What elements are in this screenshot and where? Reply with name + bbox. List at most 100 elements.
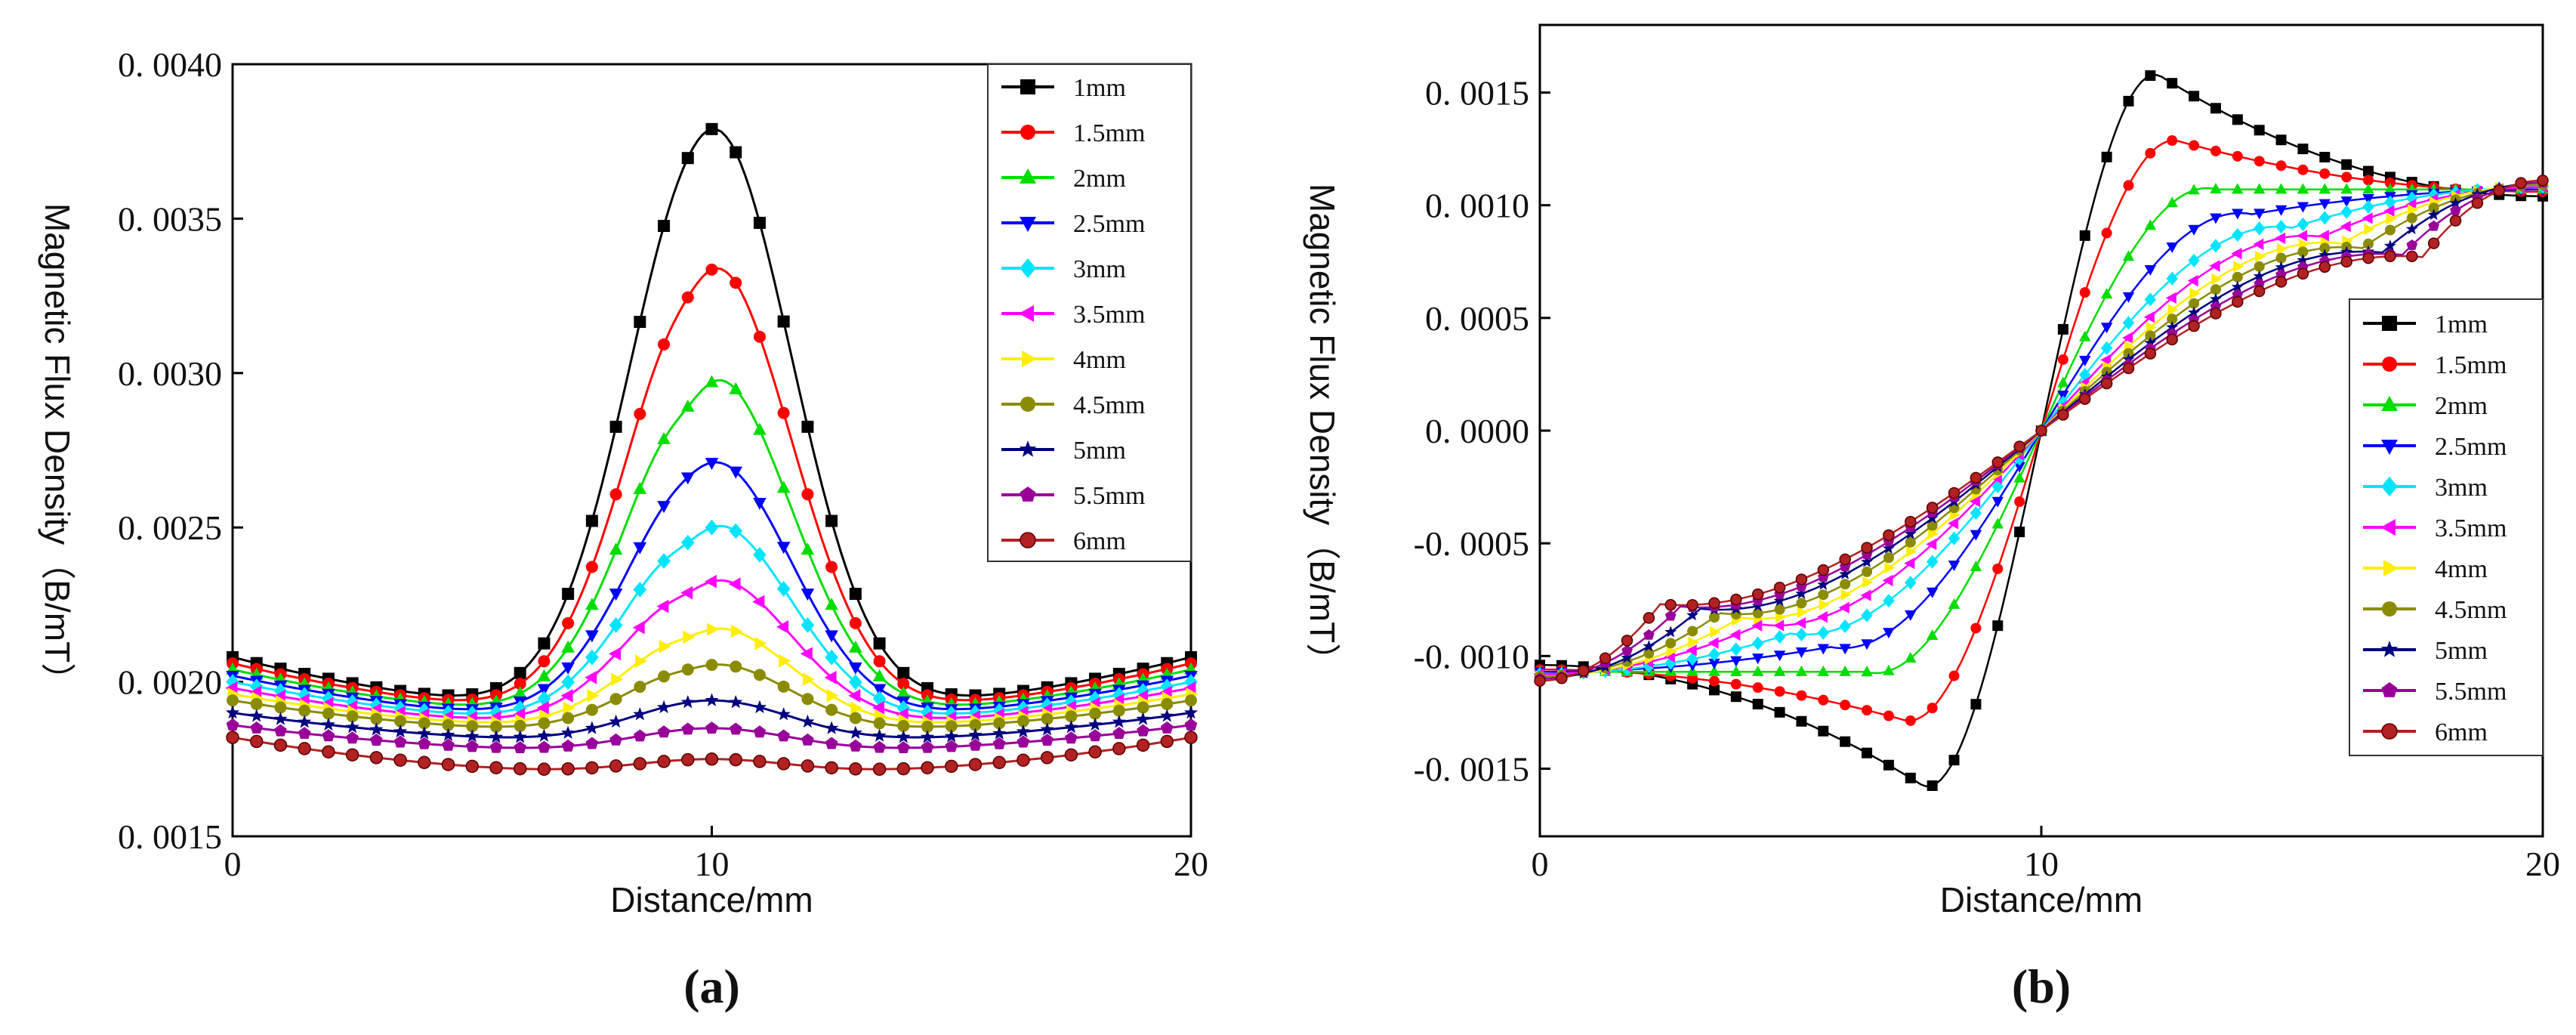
- data-point: [1643, 612, 1655, 624]
- data-point: [753, 725, 767, 738]
- data-point: [1729, 629, 1741, 641]
- data-point: [298, 704, 311, 717]
- data-point: [2383, 239, 2396, 252]
- data-point: [776, 757, 791, 771]
- data-point: [921, 740, 934, 753]
- data-point: [681, 291, 694, 304]
- data-point: [2254, 125, 2265, 136]
- data-point: [1948, 670, 1960, 681]
- legend-label: 2mm: [2435, 392, 2488, 420]
- legend-label: 1mm: [1073, 74, 1126, 102]
- data-point: [1160, 734, 1174, 749]
- data-point: [1751, 665, 1764, 676]
- data-point: [1969, 495, 1980, 508]
- data-point: [2340, 255, 2352, 268]
- data-point: [1861, 555, 1873, 567]
- data-point: [1065, 710, 1078, 723]
- data-point: [561, 739, 575, 752]
- data-point: [2384, 183, 2396, 194]
- data-point: [968, 758, 983, 771]
- data-point: [1839, 553, 1851, 566]
- data-point: [2362, 252, 2374, 264]
- data-point: [2166, 242, 2178, 253]
- legend-label: 5mm: [2435, 637, 2488, 665]
- data-point: [1686, 609, 1699, 621]
- data-point: [2210, 239, 2222, 253]
- data-point: [562, 616, 575, 629]
- data-point: [2210, 213, 2222, 224]
- data-point: [1861, 608, 1873, 623]
- legend-marker: [1019, 440, 1037, 457]
- data-point: [2275, 183, 2288, 194]
- data-point: [1906, 545, 1917, 558]
- data-point: [2166, 271, 2178, 286]
- data-point: [609, 542, 623, 555]
- data-point: [585, 649, 599, 666]
- data-point: [776, 581, 791, 597]
- legend-marker: [2381, 682, 2398, 697]
- data-point: [1137, 724, 1149, 737]
- data-point: [585, 761, 599, 775]
- legend-marker: [2381, 723, 2398, 740]
- data-point: [2408, 204, 2419, 216]
- data-point: [2013, 471, 2025, 483]
- data-point: [2014, 496, 2025, 508]
- data-point: [848, 689, 861, 703]
- legend-label: 6mm: [1073, 527, 1126, 555]
- data-point: [1621, 644, 1633, 656]
- data-point: [849, 588, 862, 601]
- legend-label: 5.5mm: [2435, 678, 2507, 706]
- data-point: [2122, 332, 2133, 344]
- data-point: [441, 758, 455, 771]
- data-point: [2187, 274, 2198, 287]
- data-point: [1795, 573, 1808, 585]
- data-point: [1773, 650, 1786, 662]
- data-point: [992, 737, 1006, 749]
- data-point: [1016, 724, 1031, 738]
- legend-label: 5mm: [1073, 437, 1126, 465]
- data-point: [466, 720, 479, 733]
- data-point: [1664, 598, 1677, 611]
- data-point: [369, 722, 384, 736]
- data-point: [633, 542, 647, 555]
- data-point: [2253, 209, 2266, 220]
- data-point: [705, 721, 718, 734]
- data-point: [1686, 652, 1698, 666]
- data-point: [465, 729, 480, 743]
- data-point: [634, 681, 646, 694]
- y-tick-label: -0. 0015: [1414, 750, 1529, 789]
- data-point: [1928, 527, 1939, 540]
- data-point: [2362, 212, 2373, 224]
- data-point: [1797, 606, 1808, 619]
- y-tick-label: 0. 0035: [118, 199, 222, 238]
- data-point: [872, 701, 884, 715]
- data-point: [1184, 718, 1198, 731]
- data-point: [1839, 619, 1851, 634]
- data-point: [2318, 249, 2331, 261]
- data-point: [1839, 644, 1851, 655]
- y-tick-label: 0. 0040: [118, 45, 222, 84]
- data-point: [2449, 215, 2462, 227]
- data-point: [632, 620, 645, 635]
- data-point: [2188, 306, 2201, 318]
- data-point: [2275, 261, 2288, 273]
- data-point: [1948, 531, 1961, 545]
- data-point: [1773, 619, 1785, 632]
- data-point: [752, 595, 765, 609]
- data-point: [585, 561, 598, 573]
- legend-marker: [2380, 641, 2399, 657]
- data-point: [2340, 221, 2351, 233]
- data-point: [2232, 227, 2244, 243]
- data-point: [2253, 238, 2264, 251]
- data-point: [992, 755, 1006, 770]
- data-point: [680, 695, 695, 709]
- data-point: [2231, 280, 2244, 292]
- data-point: [969, 718, 982, 731]
- data-point: [1089, 707, 1102, 720]
- data-point: [658, 220, 671, 233]
- data-point: [1796, 598, 1807, 609]
- data-point: [2144, 265, 2157, 277]
- data-point: [1883, 628, 1895, 639]
- data-point: [537, 762, 551, 776]
